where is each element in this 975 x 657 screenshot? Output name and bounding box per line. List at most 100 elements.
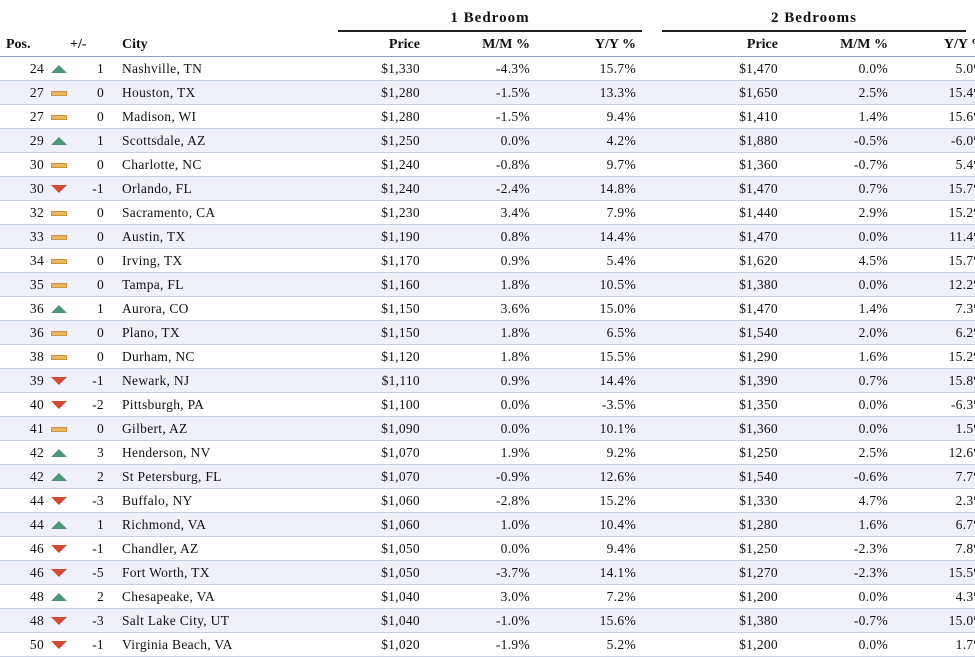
price-1br-cell: $1,070: [340, 440, 420, 465]
trend-cell: [48, 152, 70, 177]
dash-icon: [51, 114, 67, 120]
yy-1br-cell: 9.4%: [530, 104, 636, 129]
yy-1br-cell: 4.2%: [530, 128, 636, 153]
trend-cell: [48, 80, 70, 105]
table-row: 44 -3 Buffalo, NY $1,060 -2.8% 15.2% $1,330 4.7…: [0, 488, 975, 513]
mm-1br-cell: -0.8%: [420, 152, 530, 177]
rank-cell: 50: [0, 632, 48, 657]
city-cell: Richmond, VA: [122, 512, 340, 537]
yy-2br-cell: 2.3%: [888, 488, 975, 513]
change-cell: 1: [70, 56, 122, 81]
header-change: +/-: [70, 34, 122, 57]
price-2br-cell: $1,250: [636, 536, 778, 561]
rank-cell: 46: [0, 536, 48, 561]
price-2br-cell: $1,440: [636, 200, 778, 225]
yy-1br-cell: 6.5%: [530, 320, 636, 345]
price-2br-cell: $1,280: [636, 512, 778, 537]
change-cell: 0: [70, 320, 122, 345]
yy-1br-cell: 14.1%: [530, 560, 636, 585]
rank-cell: 48: [0, 608, 48, 633]
change-cell: 3: [70, 440, 122, 465]
mm-1br-cell: 1.9%: [420, 440, 530, 465]
group-header-2-bedrooms: 2 Bedrooms: [662, 8, 966, 32]
dash-icon: [51, 234, 67, 240]
header-mm-2br: M/M %: [778, 34, 888, 57]
rank-cell: 40: [0, 392, 48, 417]
mm-1br-cell: 3.4%: [420, 200, 530, 225]
header-trend: [48, 34, 70, 57]
price-2br-cell: $1,650: [636, 80, 778, 105]
mm-1br-cell: -1.5%: [420, 80, 530, 105]
table-body: 24 1 Nashville, TN $1,330 -4.3% 15.7% $1,470 0.…: [0, 56, 975, 657]
yy-1br-cell: 7.9%: [530, 200, 636, 225]
yy-2br-cell: 15.2%: [888, 200, 975, 225]
yy-1br-cell: 5.2%: [530, 632, 636, 657]
yy-2br-cell: 15.6%: [888, 104, 975, 129]
change-cell: -1: [70, 368, 122, 393]
price-2br-cell: $1,540: [636, 464, 778, 489]
mm-2br-cell: 1.4%: [778, 104, 888, 129]
price-2br-cell: $1,380: [636, 272, 778, 297]
rank-cell: 36: [0, 320, 48, 345]
table-row: 40 -2 Pittsburgh, PA $1,100 0.0% -3.5% $1,350 0…: [0, 392, 975, 417]
price-1br-cell: $1,150: [340, 296, 420, 321]
city-cell: Madison, WI: [122, 104, 340, 129]
city-cell: Salt Lake City, UT: [122, 608, 340, 633]
price-2br-cell: $1,380: [636, 608, 778, 633]
table-row: 33 0 Austin, TX $1,190 0.8% 14.4% $1,470 0.0% 11…: [0, 224, 975, 249]
price-2br-cell: $1,620: [636, 248, 778, 273]
yy-2br-cell: 7.3%: [888, 296, 975, 321]
change-cell: 0: [70, 80, 122, 105]
mm-1br-cell: 0.8%: [420, 224, 530, 249]
price-1br-cell: $1,250: [340, 128, 420, 153]
yy-1br-cell: 9.4%: [530, 536, 636, 561]
yy-1br-cell: 15.6%: [530, 608, 636, 633]
city-cell: Orlando, FL: [122, 176, 340, 201]
mm-2br-cell: -2.3%: [778, 560, 888, 585]
trend-cell: [48, 200, 70, 225]
rent-table: Pos. +/- City Price M/M % Y/Y % Price M/…: [0, 34, 975, 657]
yy-1br-cell: 15.0%: [530, 296, 636, 321]
price-1br-cell: $1,240: [340, 152, 420, 177]
rank-cell: 24: [0, 56, 48, 81]
city-cell: Austin, TX: [122, 224, 340, 249]
dash-icon: [51, 426, 67, 432]
rank-cell: 38: [0, 344, 48, 369]
dash-icon: [51, 210, 67, 216]
yy-1br-cell: 14.4%: [530, 224, 636, 249]
change-cell: 2: [70, 584, 122, 609]
mm-2br-cell: 0.0%: [778, 56, 888, 81]
yy-1br-cell: -3.5%: [530, 392, 636, 417]
table-row: 24 1 Nashville, TN $1,330 -4.3% 15.7% $1,470 0.…: [0, 56, 975, 81]
city-cell: Scottsdale, AZ: [122, 128, 340, 153]
trend-cell: [48, 176, 70, 201]
rank-cell: 27: [0, 80, 48, 105]
mm-2br-cell: 0.0%: [778, 632, 888, 657]
mm-2br-cell: 2.5%: [778, 440, 888, 465]
price-1br-cell: $1,040: [340, 608, 420, 633]
mm-1br-cell: -3.7%: [420, 560, 530, 585]
mm-1br-cell: -4.3%: [420, 56, 530, 81]
dash-icon: [51, 162, 67, 168]
city-cell: Tampa, FL: [122, 272, 340, 297]
change-cell: 0: [70, 152, 122, 177]
price-1br-cell: $1,330: [340, 56, 420, 81]
table-row: 42 2 St Petersburg, FL $1,070 -0.9% 12.6% $1,5…: [0, 464, 975, 489]
mm-2br-cell: 0.7%: [778, 176, 888, 201]
rank-cell: 42: [0, 440, 48, 465]
dash-icon: [51, 258, 67, 264]
table-row: 39 -1 Newark, NJ $1,110 0.9% 14.4% $1,390 0.7% 1…: [0, 368, 975, 393]
yy-2br-cell: 4.3%: [888, 584, 975, 609]
rank-cell: 30: [0, 152, 48, 177]
yy-1br-cell: 9.7%: [530, 152, 636, 177]
price-1br-cell: $1,150: [340, 320, 420, 345]
rank-cell: 36: [0, 296, 48, 321]
trend-cell: [48, 464, 70, 489]
table-row: 30 -1 Orlando, FL $1,240 -2.4% 14.8% $1,470 0.7…: [0, 176, 975, 201]
mm-1br-cell: 3.6%: [420, 296, 530, 321]
table-row: 27 0 Madison, WI $1,280 -1.5% 9.4% $1,410 1.4% 1…: [0, 104, 975, 129]
triangle-down-icon: [51, 641, 67, 650]
table-row: 46 -1 Chandler, AZ $1,050 0.0% 9.4% $1,250 -2.3…: [0, 536, 975, 561]
change-cell: 0: [70, 272, 122, 297]
price-1br-cell: $1,050: [340, 536, 420, 561]
